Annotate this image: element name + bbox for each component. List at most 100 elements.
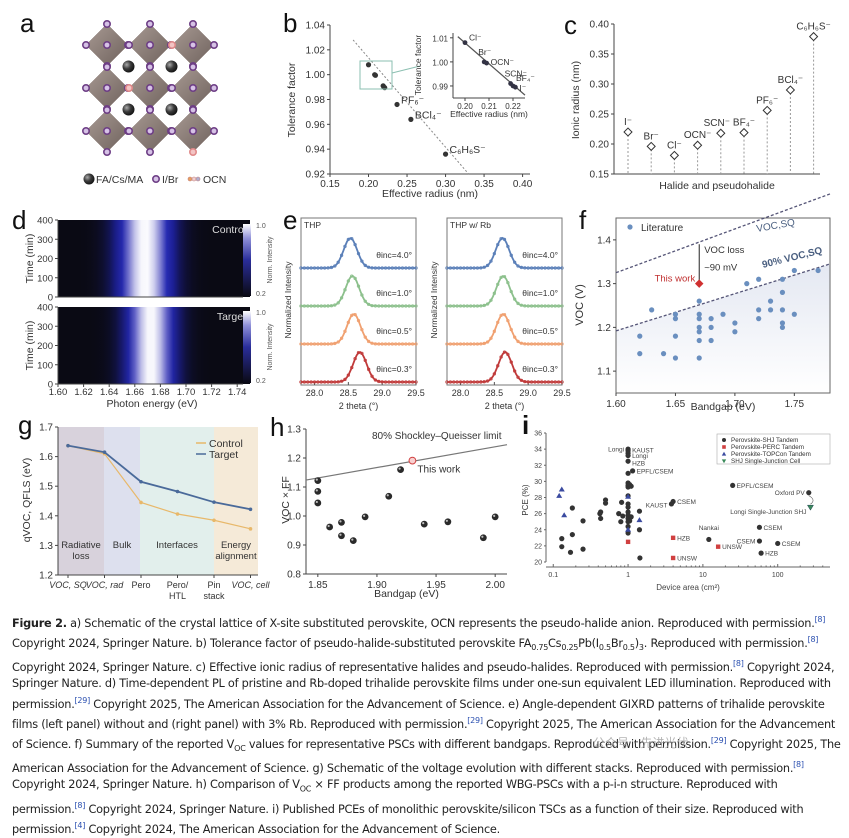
gixrd-data-point: [306, 342, 310, 346]
gixrd-data-point: [543, 304, 547, 308]
series-point: [139, 479, 143, 484]
panel-letter-d: d: [12, 205, 27, 235]
gixrd-data-point: [366, 367, 371, 371]
y-axis-label: Time (min): [24, 234, 36, 284]
caption-reference-link[interactable]: [8]: [814, 615, 826, 624]
halide-anion: [82, 84, 91, 93]
this-work-point: [694, 279, 704, 288]
data-point: [385, 492, 393, 500]
y-tick-label: 34: [534, 447, 542, 454]
legend-label: Target: [209, 449, 238, 461]
gixrd-data-point: [523, 304, 527, 308]
x-axis-label: 2 theta (°): [485, 401, 525, 411]
gixrd-data-point: [512, 260, 517, 264]
caption-reference-link[interactable]: [4]: [74, 820, 86, 830]
colorbar-label: Norm. Intensity: [267, 236, 274, 284]
point-label: BCl₄⁻: [415, 109, 442, 121]
gixrd-data-point: [560, 380, 564, 384]
data-point: [314, 477, 322, 485]
x-tick-label: 10: [699, 572, 707, 579]
inset-y-axis-label: Tolerance factor: [413, 35, 423, 96]
halide-anion: [210, 127, 219, 136]
y-tick-label: 1.2: [287, 454, 301, 465]
literature-point: [756, 316, 762, 322]
gixrd-data-point: [319, 304, 323, 308]
panel-letter-a: a: [20, 8, 35, 38]
caption-reference-link[interactable]: [29]: [467, 715, 483, 725]
gixrd-data-point: [533, 380, 537, 384]
caption-reference-link[interactable]: [29]: [710, 735, 727, 745]
data-point: [739, 127, 749, 138]
caption-reference-link[interactable]: [8]: [733, 659, 744, 669]
gixrd-data-point: [323, 342, 327, 346]
gixrd-data-point: [377, 342, 381, 346]
series-point: [175, 489, 180, 494]
literature-point: [672, 311, 679, 317]
gixrd-data-point: [397, 266, 401, 270]
panel-letter-h: h: [270, 412, 285, 442]
series-point: [212, 518, 216, 523]
topcon-tandem-point: [625, 493, 632, 499]
caption-reference-link[interactable]: [8]: [793, 760, 804, 770]
data-point: [716, 128, 726, 138]
annotation-connector: [808, 495, 814, 505]
y-tick-label: 1.02: [306, 45, 326, 56]
x-tick-label: 28.5: [486, 388, 504, 398]
y-tick-label: 1.0: [287, 512, 301, 523]
data-point-highlight: [481, 535, 484, 538]
gixrd-data-point: [350, 313, 354, 317]
gixrd-data-point: [499, 355, 503, 359]
gixrd-data-point: [553, 304, 557, 308]
shj-single-point: [807, 504, 814, 511]
y-tick-label: 0.96: [306, 120, 326, 131]
gixrd-data-point: [343, 329, 347, 333]
gixrd-data-point: [506, 280, 510, 285]
gixrd-data-point: [326, 342, 330, 346]
y-tick-label: 0.30: [590, 80, 610, 91]
halide-anion: [168, 127, 177, 136]
gixrd-data-point: [360, 351, 364, 355]
data-point: [491, 513, 499, 521]
gixrd-data-point: [519, 378, 524, 383]
caption-reference-link[interactable]: [8]: [807, 635, 819, 645]
legend-label: I/Br: [162, 174, 179, 186]
gixrd-data-point: [479, 304, 483, 308]
gixrd-data-point: [339, 296, 344, 300]
gixrd-data-point: [312, 380, 317, 384]
point-annotation: Longi: [608, 447, 624, 454]
halide-anion: [189, 40, 198, 49]
gixrd-data-point: [390, 380, 394, 384]
gixrd-data-point: [472, 380, 476, 384]
caption-reference-link[interactable]: [8]: [74, 800, 86, 810]
caption-subscript: 0.75: [531, 643, 549, 653]
gixrd-data-point: [363, 263, 367, 268]
gixrd-data-point: [482, 380, 486, 384]
gixrd-data-point: [326, 304, 330, 308]
literature-point: [637, 351, 643, 357]
y-axis-label: VOC (V): [574, 284, 586, 326]
gixrd-data-point: [336, 301, 340, 305]
x-tick-label: 28.0: [452, 388, 470, 398]
x-axis-label: Halide and pseudohalide: [659, 180, 775, 192]
gixrd-data-point: [536, 266, 540, 270]
gixrd-data-point: [363, 358, 367, 363]
legend-label: Perovskite-PERC Tandem: [731, 444, 804, 451]
gixrd-data-point: [516, 339, 520, 344]
gixrd-data-point: [394, 380, 398, 384]
gixrd-data-point: [329, 342, 334, 346]
gixrd-data-point: [492, 291, 497, 295]
series-point: [212, 500, 216, 504]
category-label: PF₆⁻: [756, 95, 778, 106]
x-tick-label: Pero/: [167, 580, 189, 590]
gixrd-data-point: [479, 342, 483, 346]
gixrd-data-point: [363, 299, 367, 303]
series-label: θinc=4.0°: [522, 250, 558, 260]
gixrd-data-point: [462, 304, 466, 308]
x-tick-label: VOC, SQ: [49, 580, 87, 590]
plot-frame: [615, 217, 831, 394]
gixrd-data-point: [410, 342, 415, 346]
point-annotation: UNSW: [677, 555, 698, 562]
gixrd-data-point: [512, 335, 517, 339]
caption-reference-link[interactable]: [29]: [74, 695, 91, 705]
data-point-highlight: [339, 520, 342, 523]
